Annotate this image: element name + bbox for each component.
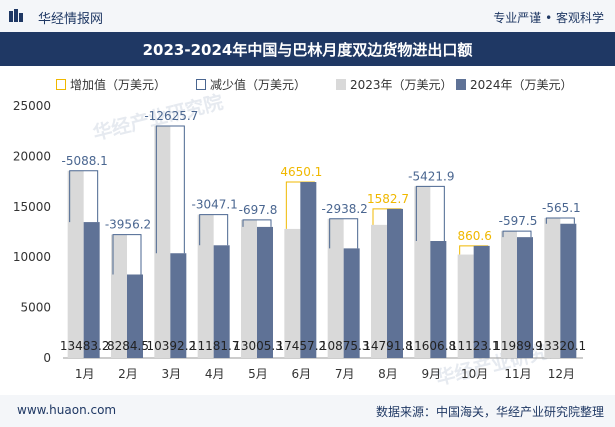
decrease-bracket <box>502 230 532 238</box>
legend-item-2023: 2023年（万美元） <box>336 75 453 93</box>
title-bar: 2023-2024年中国与巴林月度双边货物进出口额 <box>0 32 615 66</box>
x-tick-label: 11月 <box>504 367 531 381</box>
bar-2023 <box>371 224 387 358</box>
value-label-2024: 11989.9 <box>493 339 543 353</box>
bar-2024 <box>83 222 100 358</box>
value-label-2024: 13320.1 <box>537 339 587 353</box>
legend-swatch-2023 <box>336 78 346 90</box>
x-tick-label: 12月 <box>548 367 575 381</box>
bar-2024 <box>387 208 403 358</box>
footer-bar: www.huaon.com 数据来源：中国海关，华经产业研究院整理 <box>0 395 615 427</box>
x-tick-label: 4月 <box>205 367 225 381</box>
top-bar: 华经情报网 专业严谨 • 客观科学 <box>0 0 615 32</box>
legend-item-decrease: 减少值（万美元） <box>196 75 306 93</box>
bar-2023 <box>67 170 84 358</box>
decrease-bracket <box>112 234 142 275</box>
value-label-2024: 13005.3 <box>233 339 283 353</box>
bar-2024 <box>473 245 490 358</box>
legend-swatch-2024 <box>456 78 466 90</box>
change-label: -12625.7 <box>144 109 198 123</box>
value-label-2024: 11123.1 <box>450 339 500 353</box>
change-label: -5088.1 <box>62 154 108 168</box>
bar-2023 <box>154 125 171 358</box>
change-label: -697.8 <box>239 203 278 217</box>
change-label: 860.6 <box>457 229 491 243</box>
value-label-2024: 13483.2 <box>60 339 110 353</box>
bar-2024 <box>560 223 577 358</box>
footer-url[interactable]: www.huaon.com <box>17 403 117 417</box>
x-tick-label: 10月 <box>461 367 488 381</box>
change-label: -2938.2 <box>322 202 368 216</box>
change-label: -597.5 <box>499 214 538 228</box>
decrease-bracket <box>199 214 229 246</box>
x-tick-label: 7月 <box>335 367 355 381</box>
change-label: -3047.1 <box>192 198 238 212</box>
decrease-bracket <box>69 170 99 223</box>
bar-2024 <box>257 226 273 358</box>
value-label-2024: 11181.7 <box>190 339 240 353</box>
decrease-bracket <box>242 219 272 227</box>
bar-2024 <box>213 245 230 358</box>
x-tick-label: 5月 <box>248 367 268 381</box>
value-label-2024: 14791.8 <box>363 339 413 353</box>
bar-2023 <box>241 219 257 358</box>
bar-2023 <box>457 254 474 358</box>
x-tick-label: 2月 <box>118 367 138 381</box>
bar-2023 <box>284 228 301 358</box>
decrease-bracket <box>545 217 575 224</box>
tagline: 专业严谨 • 客观科学 <box>493 11 604 25</box>
y-tick-label: 0 <box>43 351 51 365</box>
bar-2023 <box>327 218 344 358</box>
y-tick-label: 5000 <box>20 301 51 315</box>
decrease-bracket <box>329 218 359 249</box>
data-source: 数据来源：中国海关，华经产业研究院整理 <box>375 405 604 419</box>
decrease-bracket <box>415 185 445 242</box>
legend-item-2024: 2024年（万美元） <box>456 75 573 93</box>
value-label-2024: 11606.8 <box>407 339 457 353</box>
decrease-bracket <box>155 125 185 254</box>
legend-item-increase: 增加值（万美元） <box>56 75 166 93</box>
x-tick-label: 6月 <box>292 367 312 381</box>
legend-swatch-decrease <box>196 78 206 90</box>
value-label-2024: 10392.2 <box>147 339 197 353</box>
bar-2023 <box>501 231 517 358</box>
bar-2024 <box>300 182 317 358</box>
change-label: 1582.7 <box>367 192 409 206</box>
value-label-2024: 17457.2 <box>277 339 327 353</box>
bar-2024 <box>343 248 360 358</box>
x-tick-label: 9月 <box>422 367 442 381</box>
bar-2023 <box>111 234 127 358</box>
bar-2023 <box>544 218 561 358</box>
legend-label-2023: 2023年（万美元） <box>350 77 453 92</box>
bar-2024 <box>430 241 447 358</box>
legend-swatch-increase <box>56 78 66 90</box>
change-label: -5421.9 <box>408 169 454 183</box>
logo-icon <box>9 9 23 22</box>
value-label-2024: 10875.3 <box>320 339 370 353</box>
y-tick-label: 10000 <box>13 250 51 264</box>
x-tick-label: 3月 <box>162 367 182 381</box>
bar-2023 <box>414 186 431 358</box>
y-tick-label: 25000 <box>13 99 51 113</box>
bar-2023 <box>197 214 214 358</box>
change-label: -3956.2 <box>105 218 151 232</box>
change-label: -565.1 <box>542 201 581 215</box>
legend-label-decrease: 减少值（万美元） <box>210 77 307 92</box>
x-tick-label: 8月 <box>378 367 398 381</box>
bar-2024 <box>170 253 187 358</box>
chart-title: 2023-2024年中国与巴林月度双边货物进出口额 <box>142 41 473 59</box>
value-label-2024: 8284.5 <box>107 339 149 353</box>
legend-label-increase: 增加值（万美元） <box>70 77 167 92</box>
y-tick-label: 20000 <box>13 149 51 163</box>
legend: 增加值（万美元） 减少值（万美元） 2023年（万美元） 2024年（万美元） <box>56 75 576 93</box>
y-tick-label: 15000 <box>13 200 51 214</box>
bar-2024 <box>127 274 143 358</box>
brand-name: 华经情报网 <box>38 12 104 27</box>
legend-label-2024: 2024年（万美元） <box>470 77 573 92</box>
x-tick-label: 1月 <box>75 367 95 381</box>
bar-2024 <box>517 237 533 358</box>
change-label: 4650.1 <box>280 165 322 179</box>
